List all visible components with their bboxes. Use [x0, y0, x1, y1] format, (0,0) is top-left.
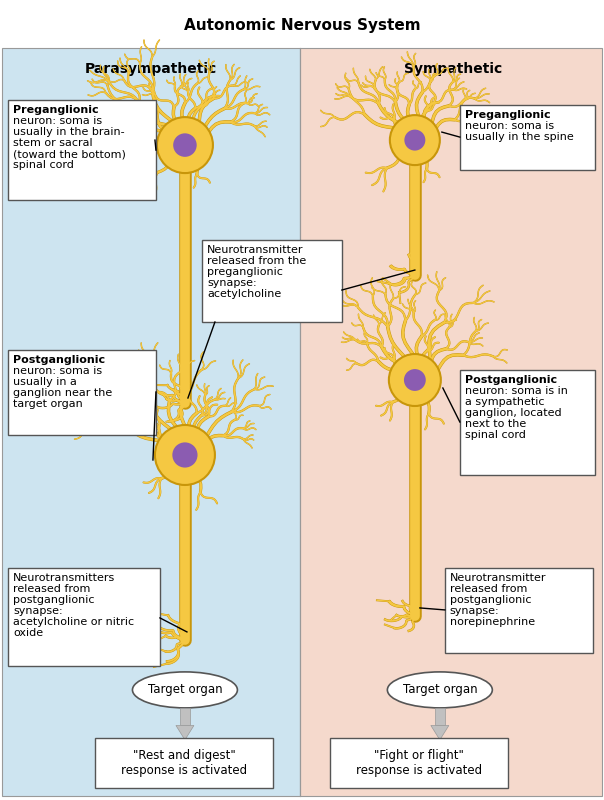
Text: ganglion near the: ganglion near the — [13, 388, 112, 398]
Text: oxide: oxide — [13, 628, 43, 638]
Text: Postganglionic: Postganglionic — [465, 375, 557, 385]
FancyBboxPatch shape — [445, 568, 593, 653]
Text: ganglion, located: ganglion, located — [465, 408, 562, 418]
Text: target organ: target organ — [13, 399, 83, 409]
Text: released from the: released from the — [207, 256, 306, 266]
Circle shape — [173, 134, 197, 157]
Circle shape — [157, 117, 213, 173]
Circle shape — [404, 369, 426, 391]
Text: Autonomic Nervous System: Autonomic Nervous System — [184, 18, 420, 33]
Text: synapse:: synapse: — [207, 278, 257, 288]
Ellipse shape — [132, 672, 237, 708]
FancyBboxPatch shape — [8, 350, 156, 435]
Circle shape — [404, 130, 425, 150]
Text: neuron: soma is in: neuron: soma is in — [465, 386, 568, 396]
Text: neuron: soma is: neuron: soma is — [13, 116, 102, 126]
FancyBboxPatch shape — [8, 100, 156, 200]
Text: preganglionic: preganglionic — [207, 267, 283, 277]
Text: Target organ: Target organ — [402, 683, 477, 696]
Text: a sympathetic: a sympathetic — [465, 397, 544, 407]
Bar — [435, 708, 445, 726]
Text: released from: released from — [13, 584, 91, 594]
Text: synapse:: synapse: — [450, 606, 500, 616]
FancyBboxPatch shape — [202, 240, 342, 322]
Bar — [180, 708, 190, 726]
Text: stem or sacral: stem or sacral — [13, 138, 92, 148]
Text: "Fight or flight"
response is activated: "Fight or flight" response is activated — [356, 749, 482, 777]
FancyBboxPatch shape — [95, 738, 273, 788]
Polygon shape — [176, 726, 194, 740]
Text: Preganglionic: Preganglionic — [465, 110, 550, 120]
Text: postganglionic: postganglionic — [13, 595, 94, 605]
Text: Sympathetic: Sympathetic — [403, 62, 502, 76]
Text: Neurotransmitter: Neurotransmitter — [450, 573, 547, 583]
Circle shape — [389, 354, 441, 406]
Text: postganglionic: postganglionic — [450, 595, 532, 605]
Text: Neurotransmitters: Neurotransmitters — [13, 573, 115, 583]
Text: Preganglionic: Preganglionic — [13, 105, 98, 115]
FancyBboxPatch shape — [330, 738, 508, 788]
Text: acetylcholine: acetylcholine — [207, 289, 281, 299]
Text: next to the: next to the — [465, 419, 526, 429]
Text: spinal cord: spinal cord — [13, 160, 74, 170]
Text: usually in the brain-: usually in the brain- — [13, 127, 124, 137]
Text: Target organ: Target organ — [147, 683, 222, 696]
Text: usually in a: usually in a — [13, 377, 77, 387]
Ellipse shape — [387, 672, 492, 708]
Text: Neurotransmitter: Neurotransmitter — [207, 245, 303, 255]
Text: spinal cord: spinal cord — [465, 430, 525, 440]
Circle shape — [390, 115, 440, 165]
Text: neuron: soma is: neuron: soma is — [465, 121, 554, 131]
FancyBboxPatch shape — [460, 105, 595, 170]
Circle shape — [155, 425, 215, 485]
Bar — [300, 48, 602, 796]
Text: (toward the bottom): (toward the bottom) — [13, 150, 126, 159]
Text: Postganglionic: Postganglionic — [13, 355, 105, 365]
Text: released from: released from — [450, 584, 527, 594]
Polygon shape — [431, 726, 449, 740]
Text: "Rest and digest"
response is activated: "Rest and digest" response is activated — [121, 749, 247, 777]
Bar — [2, 48, 300, 796]
Text: Parasympathetic: Parasympathetic — [85, 62, 217, 76]
Text: usually in the spine: usually in the spine — [465, 132, 574, 142]
Text: norepinephrine: norepinephrine — [450, 617, 535, 627]
Text: synapse:: synapse: — [13, 606, 63, 616]
FancyBboxPatch shape — [8, 568, 160, 666]
FancyBboxPatch shape — [460, 370, 595, 475]
Text: acetylcholine or nitric: acetylcholine or nitric — [13, 617, 134, 627]
Text: neuron: soma is: neuron: soma is — [13, 366, 102, 376]
Circle shape — [172, 442, 198, 467]
